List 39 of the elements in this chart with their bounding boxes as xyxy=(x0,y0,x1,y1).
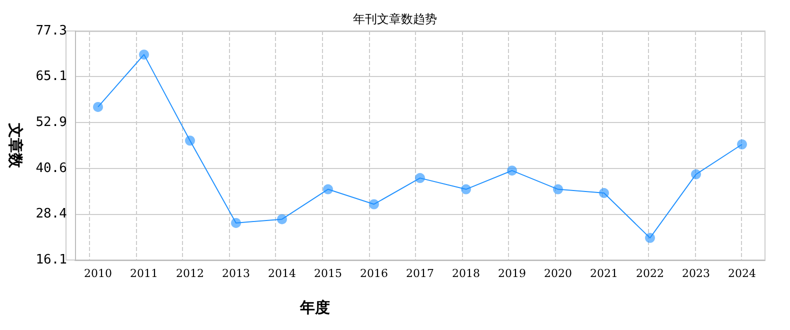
y-tick-label: 77.3 xyxy=(36,24,67,38)
point xyxy=(645,232,655,243)
point xyxy=(231,218,241,228)
x-tick-label: 2016 xyxy=(360,267,388,280)
point xyxy=(599,188,609,198)
point xyxy=(691,169,701,180)
chart-title: 年刊文章数趋势 xyxy=(353,12,437,26)
x-tick-label: 2017 xyxy=(406,267,434,280)
point xyxy=(93,102,103,112)
y-tick-label: 52.9 xyxy=(36,114,67,130)
x-tick-label: 2013 xyxy=(222,267,250,280)
point xyxy=(277,214,287,224)
x-axis-title: 年度 xyxy=(299,298,330,316)
x-tick-label: 2018 xyxy=(452,267,480,280)
x-tick-label: 2014 xyxy=(268,267,296,280)
point xyxy=(415,173,425,184)
x-tick-label: 2015 xyxy=(314,267,342,280)
x-tick-label: 2012 xyxy=(176,267,204,280)
y-tick-label: 16.1 xyxy=(36,252,67,268)
x-tick-label: 2010 xyxy=(84,267,112,280)
point xyxy=(323,184,333,194)
x-tick-label: 2021 xyxy=(590,267,618,280)
x-tick-label: 2022 xyxy=(636,267,664,280)
x-tick-label: 2019 xyxy=(498,267,526,280)
point xyxy=(139,50,149,60)
y-tick-label: 40.6 xyxy=(36,160,67,176)
point xyxy=(507,166,517,176)
x-tick-label: 2023 xyxy=(682,267,710,280)
point xyxy=(369,199,379,210)
x-tick-label: 2024 xyxy=(728,267,756,280)
y-tick-label: 65.1 xyxy=(36,69,67,84)
y-tick-label: 28.4 xyxy=(36,206,68,222)
x-tick-label: 2020 xyxy=(544,267,572,280)
point xyxy=(737,139,747,150)
point xyxy=(185,136,195,146)
point xyxy=(553,184,563,194)
y-axis-title: 文章数 xyxy=(6,122,24,169)
x-tick-label: 2011 xyxy=(130,267,158,280)
point xyxy=(461,184,471,194)
